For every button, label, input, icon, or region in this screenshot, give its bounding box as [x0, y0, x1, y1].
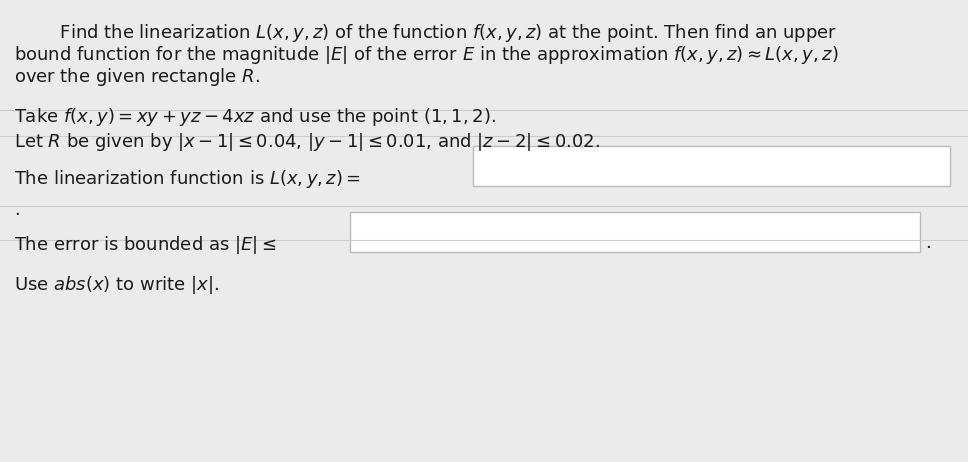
Text: bound function for the magnitude $|E|$ of the error $E$ in the approximation $f(: bound function for the magnitude $|E|$ o…	[14, 44, 838, 66]
Text: The error is bounded as $|E| \leq$: The error is bounded as $|E| \leq$	[14, 234, 277, 256]
Text: Take $f(x, y) = xy + yz - 4xz$ and use the point $(1, 1, 2)$.: Take $f(x, y) = xy + yz - 4xz$ and use t…	[14, 106, 496, 128]
FancyBboxPatch shape	[350, 213, 920, 252]
FancyBboxPatch shape	[473, 146, 950, 186]
Text: Let $R$ be given by $|x - 1| \leq 0.04$, $|y - 1| \leq 0.01$, and $|z - 2| \leq : Let $R$ be given by $|x - 1| \leq 0.04$,…	[14, 131, 600, 153]
Text: .: .	[925, 234, 931, 252]
Text: Use $\mathit{abs}(x)$ to write $|x|$.: Use $\mathit{abs}(x)$ to write $|x|$.	[14, 274, 219, 296]
Text: .: .	[14, 201, 19, 219]
Text: The linearization function is $L(x, y, z) =$: The linearization function is $L(x, y, z…	[14, 168, 361, 190]
Text: Find the linearization $L(x, y, z)$ of the function $f(x, y, z)$ at the point. T: Find the linearization $L(x, y, z)$ of t…	[14, 22, 837, 44]
Text: over the given rectangle $R$.: over the given rectangle $R$.	[14, 66, 259, 88]
